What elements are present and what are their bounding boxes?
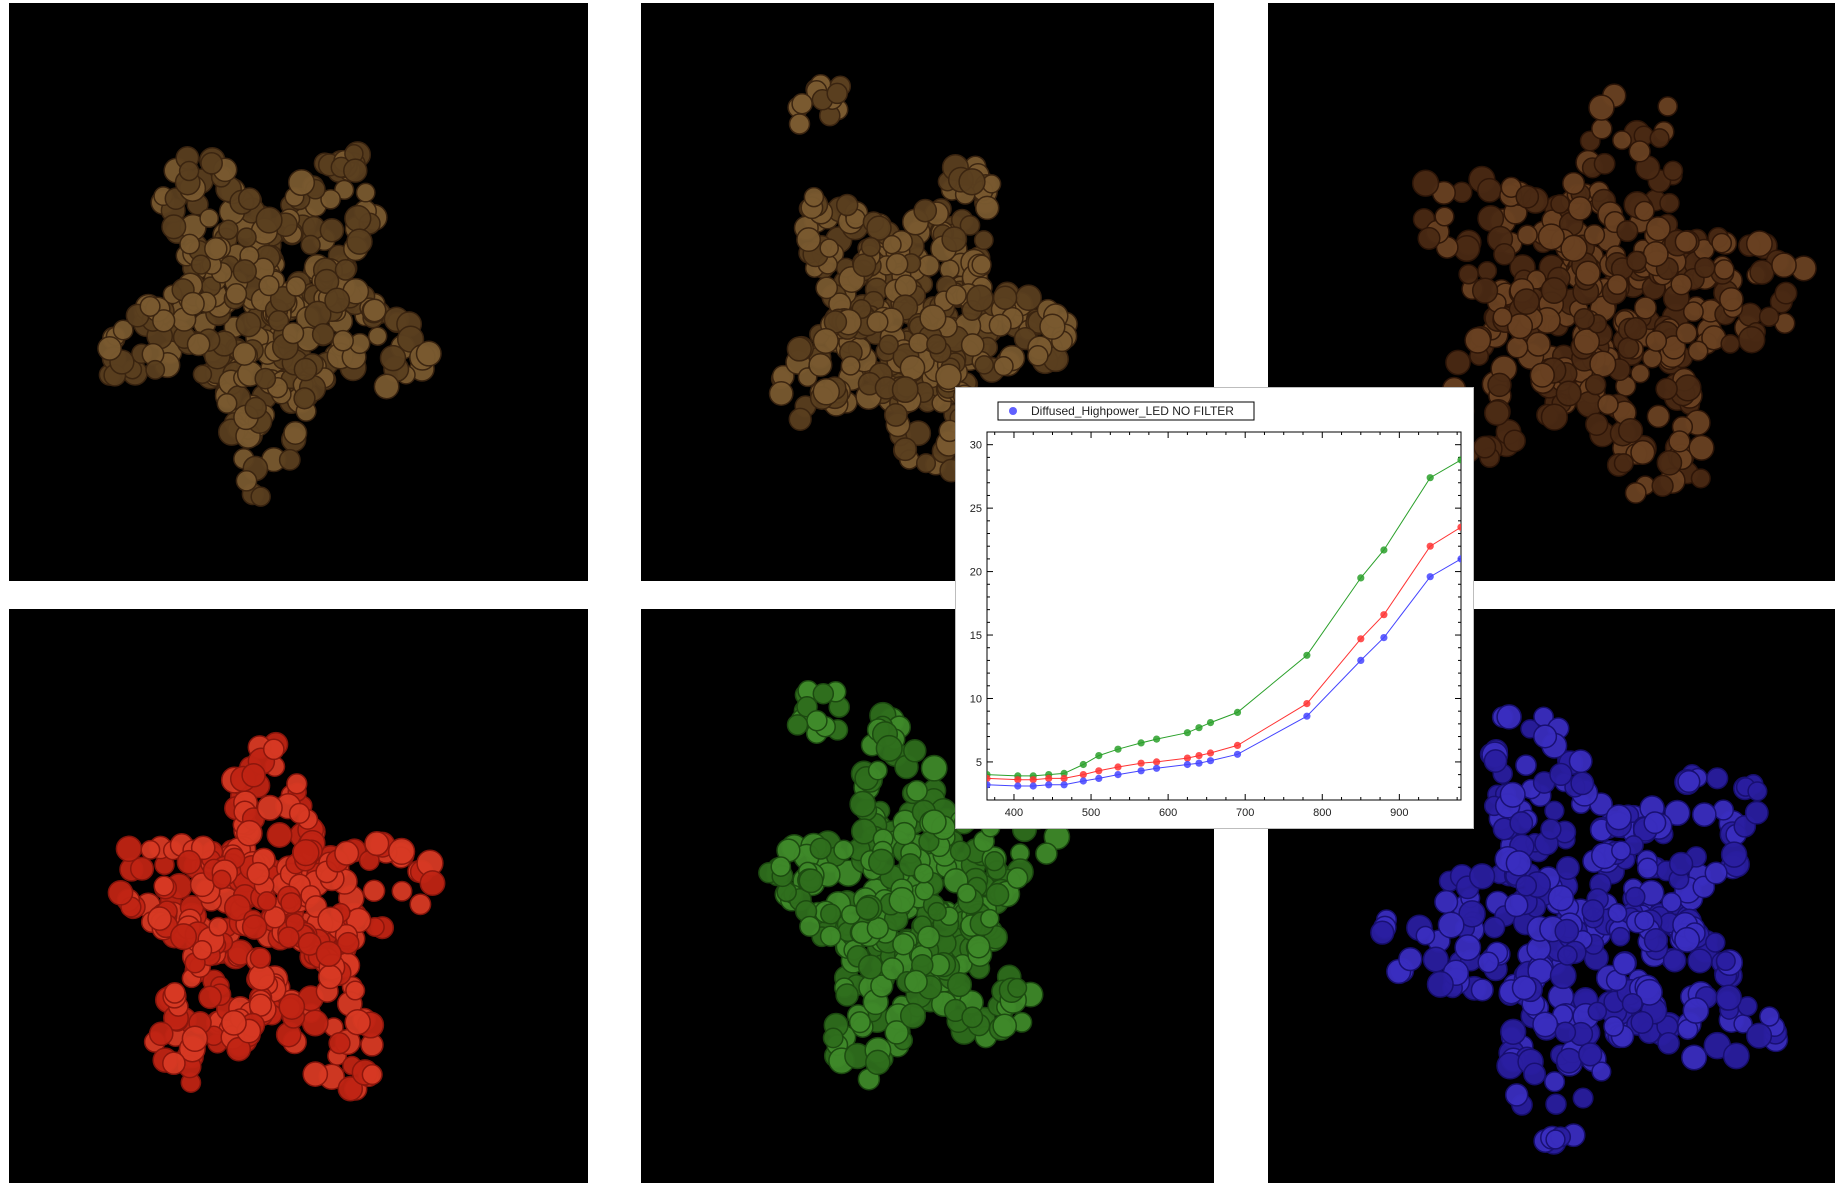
series-line xyxy=(987,459,1461,777)
x-tick-label: 900 xyxy=(1390,807,1408,819)
data-point xyxy=(1137,767,1145,775)
data-point xyxy=(1303,700,1311,708)
x-tick-label: 700 xyxy=(1236,807,1254,819)
x-tick-label: 400 xyxy=(1005,807,1023,819)
data-point xyxy=(1426,573,1434,581)
plot-frame xyxy=(986,431,1462,801)
data-point xyxy=(1153,764,1161,772)
data-point xyxy=(1233,741,1242,749)
data-point xyxy=(1206,749,1215,757)
data-point xyxy=(1014,776,1022,784)
data-point xyxy=(1079,777,1087,785)
data-point xyxy=(1357,656,1365,664)
tile-seeds-red xyxy=(9,609,588,1183)
series-group xyxy=(987,555,1461,790)
data-point xyxy=(1380,611,1388,619)
x-tick-label: 800 xyxy=(1313,807,1331,819)
data-point xyxy=(1426,474,1434,482)
data-point xyxy=(1014,782,1022,790)
data-point xyxy=(1079,760,1087,769)
data-point xyxy=(1380,546,1388,554)
data-point xyxy=(987,774,991,782)
data-point xyxy=(1137,739,1145,747)
data-point xyxy=(1114,745,1122,753)
data-point xyxy=(1137,759,1145,767)
data-point xyxy=(1380,634,1388,642)
series-line xyxy=(987,558,1461,787)
series-group xyxy=(987,456,1461,780)
tile-seeds-rgb-1 xyxy=(9,3,588,581)
data-point xyxy=(1029,782,1037,790)
seed-cluster xyxy=(97,141,442,507)
y-tick-label: 25 xyxy=(970,503,982,515)
spectral-chart-panel: 400 500 600 700 800 900 5 10 15 20 25 30 Diffused_Hi… xyxy=(955,387,1474,829)
y-tick-label: 15 xyxy=(970,630,982,642)
data-point xyxy=(1233,750,1242,758)
data-point xyxy=(1183,760,1191,769)
data-point xyxy=(1357,635,1365,643)
legend-box xyxy=(997,401,1255,421)
spectral-chart: 400 500 600 700 800 900 5 10 15 20 25 30 Diffused_Hi… xyxy=(970,401,1462,819)
legend-marker xyxy=(1009,407,1017,415)
data-point xyxy=(1206,757,1215,765)
data-point xyxy=(1079,771,1087,779)
data-point xyxy=(1045,781,1053,789)
data-point xyxy=(1303,712,1311,720)
data-point xyxy=(987,781,991,789)
data-point xyxy=(1457,555,1461,563)
y-tick-label: 20 xyxy=(970,567,982,579)
data-point xyxy=(1183,729,1191,737)
data-point xyxy=(1357,574,1365,582)
x-tick-label: 600 xyxy=(1159,807,1177,819)
data-point xyxy=(1095,752,1103,760)
data-point xyxy=(1206,719,1215,727)
data-point xyxy=(1153,735,1161,743)
data-point xyxy=(1195,724,1203,732)
data-point xyxy=(1060,774,1068,782)
seed-cluster xyxy=(1411,83,1817,504)
data-point xyxy=(1183,754,1191,762)
y-tick-label: 30 xyxy=(970,440,982,452)
data-point xyxy=(1457,456,1461,464)
data-point xyxy=(1045,774,1053,782)
y-tick-label: 5 xyxy=(976,757,982,769)
series-group xyxy=(987,523,1461,784)
data-point xyxy=(1114,771,1122,779)
legend-label: Diffused_Highpower_LED NO FILTER xyxy=(1031,404,1234,418)
data-point xyxy=(1114,763,1122,771)
seed-cluster xyxy=(107,731,446,1102)
data-point xyxy=(1195,752,1203,760)
data-point xyxy=(1095,774,1103,782)
tile-seeds-rgb-2 xyxy=(641,3,1214,581)
series-line xyxy=(987,526,1461,781)
seed-cluster xyxy=(768,73,1078,483)
seed-cluster xyxy=(758,680,1071,1091)
data-point xyxy=(1457,523,1461,531)
x-tick-label: 500 xyxy=(1082,807,1100,819)
data-point xyxy=(1153,758,1161,766)
data-point xyxy=(1426,542,1434,550)
seed-cluster xyxy=(1370,704,1789,1155)
data-point xyxy=(1303,651,1311,659)
data-point xyxy=(1233,708,1242,716)
y-tick-label: 10 xyxy=(970,693,982,705)
legend: Diffused_Highpower_LED NO FILTER xyxy=(997,401,1255,421)
data-point xyxy=(1195,759,1203,767)
data-point xyxy=(1095,767,1103,775)
data-point xyxy=(1060,781,1068,789)
data-point xyxy=(1060,769,1068,777)
data-point xyxy=(1029,776,1037,784)
